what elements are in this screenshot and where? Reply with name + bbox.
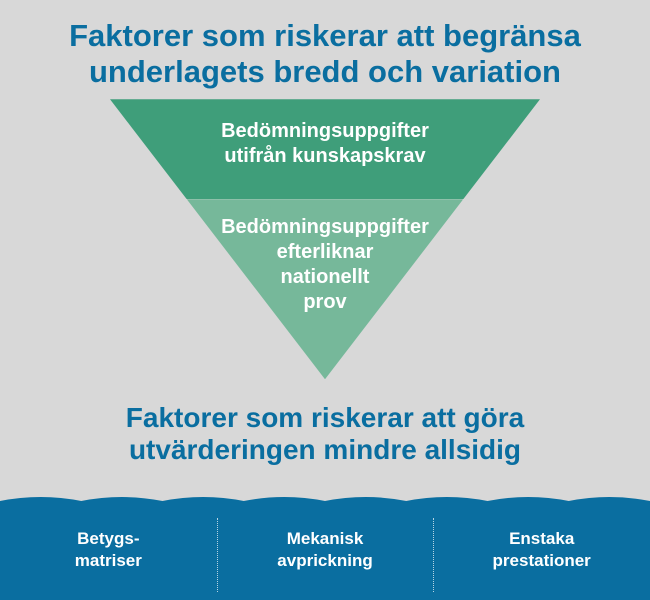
- mid-title-line2: utvärderingen mindre allsidig: [129, 434, 521, 465]
- mid-title: Faktorer som riskerar att göra utvärderi…: [0, 384, 650, 480]
- wave-top: [0, 492, 650, 510]
- triangle-lower-text: Bedömningsuppgifter efterliknar nationel…: [175, 215, 475, 315]
- bottom-band: Betygs- matriser Mekanisk avprickning En…: [0, 492, 650, 600]
- mid-title-line1: Faktorer som riskerar att göra: [126, 402, 524, 433]
- band-row: Betygs- matriser Mekanisk avprickning En…: [0, 510, 650, 600]
- top-title-line1: Faktorer som riskerar att begränsa: [69, 18, 581, 53]
- top-title: Faktorer som riskerar att begränsa under…: [0, 0, 650, 99]
- triangle-upper-text: Bedömningsuppgifter utifrån kunskapskrav: [175, 119, 475, 169]
- band-item: Betygs- matriser: [0, 510, 217, 600]
- band-item: Enstaka prestationer: [433, 510, 650, 600]
- inverted-triangle: Bedömningsuppgifter utifrån kunskapskrav…: [0, 99, 650, 384]
- band-item: Mekanisk avprickning: [217, 510, 434, 600]
- top-title-line2: underlagets bredd och variation: [89, 54, 561, 89]
